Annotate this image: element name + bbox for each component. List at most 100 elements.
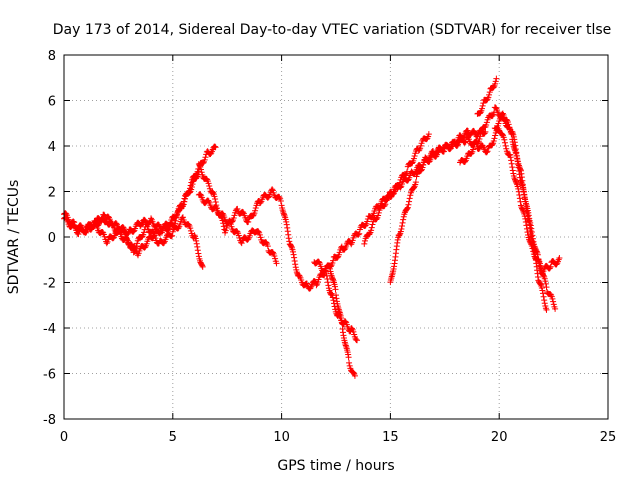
data-point — [404, 205, 411, 212]
data-point — [404, 168, 411, 175]
data-point — [511, 139, 518, 146]
data-point — [186, 185, 193, 192]
axis-ticks: 0 5 10 15 20 25 -8 -6 -4 -2 0 2 4 6 8 — [43, 49, 616, 445]
data-point — [540, 290, 547, 297]
data-point — [108, 219, 115, 226]
data-point — [361, 240, 368, 247]
data-point — [352, 335, 359, 342]
data-point — [292, 264, 299, 271]
data-point — [492, 104, 499, 111]
data-point — [173, 211, 180, 218]
x-tick-label: 0 — [60, 430, 68, 445]
data-point — [334, 254, 341, 261]
data-point — [284, 224, 291, 231]
data-point — [543, 306, 550, 313]
data-point — [543, 284, 550, 291]
data-point — [475, 139, 482, 146]
data-point — [447, 145, 454, 152]
data-point — [516, 191, 523, 198]
data-point — [197, 166, 204, 173]
data-point — [265, 194, 272, 201]
data-point — [328, 272, 335, 279]
data-point — [405, 201, 412, 208]
data-point — [492, 80, 499, 87]
data-point — [542, 278, 549, 285]
data-point — [547, 263, 554, 270]
data-point — [483, 121, 490, 128]
series-arc4 — [269, 125, 563, 292]
data-point — [394, 185, 401, 192]
data-point — [194, 168, 201, 175]
data-point — [197, 191, 204, 198]
data-point — [513, 179, 520, 186]
data-point — [313, 282, 320, 289]
data-point — [199, 263, 206, 270]
data-point — [550, 301, 557, 308]
data-point — [170, 223, 177, 230]
data-point — [517, 166, 524, 173]
data-point — [406, 198, 413, 205]
data-point — [489, 141, 496, 148]
data-point — [202, 154, 209, 161]
data-point — [212, 195, 219, 202]
data-point — [342, 318, 349, 325]
data-point — [223, 225, 230, 232]
data-point — [510, 170, 517, 177]
data-point — [212, 144, 219, 151]
data-point — [346, 359, 353, 366]
data-point — [199, 262, 206, 269]
data-point — [173, 214, 180, 221]
y-tick-label: -8 — [43, 413, 56, 428]
data-point — [330, 297, 337, 304]
data-point — [161, 239, 168, 246]
data-point — [116, 228, 123, 235]
data-point — [351, 372, 358, 379]
data-point — [513, 180, 520, 187]
data-point — [142, 244, 149, 251]
y-tick-label: 2 — [48, 186, 56, 201]
data-point — [290, 251, 297, 258]
data-point — [195, 253, 202, 260]
data-point — [134, 240, 141, 247]
data-point — [283, 221, 290, 228]
data-point — [98, 217, 105, 224]
data-point — [477, 133, 484, 140]
series-arc9 — [361, 131, 432, 247]
data-point — [483, 149, 490, 156]
data-point — [143, 221, 150, 228]
data-point — [191, 232, 198, 239]
data-point — [492, 78, 499, 85]
data-point — [110, 235, 117, 242]
data-point — [406, 195, 413, 202]
data-point — [399, 219, 406, 226]
data-point — [508, 157, 515, 164]
data-point — [493, 125, 500, 132]
data-point — [410, 155, 417, 162]
data-point — [462, 139, 469, 146]
data-point — [541, 300, 548, 307]
data-point — [542, 280, 549, 287]
data-point — [234, 205, 241, 212]
data-point — [195, 250, 202, 257]
data-point — [197, 163, 204, 170]
data-point — [291, 257, 298, 264]
y-tick-label: 6 — [48, 95, 56, 110]
data-point — [284, 228, 291, 235]
data-point — [325, 282, 332, 289]
data-point — [417, 142, 424, 149]
data-point — [350, 369, 357, 376]
series-arc5 — [195, 191, 280, 267]
data-point — [398, 225, 405, 232]
data-point — [552, 305, 559, 312]
data-point — [432, 151, 439, 158]
data-point — [257, 199, 264, 206]
data-point — [140, 229, 147, 236]
data-point — [400, 216, 407, 223]
data-point — [489, 112, 496, 119]
data-point — [206, 183, 213, 190]
data-point — [418, 167, 425, 174]
data-point — [185, 221, 192, 228]
data-point — [368, 227, 375, 234]
x-axis-label: GPS time / hours — [277, 458, 394, 474]
data-point — [290, 248, 297, 255]
